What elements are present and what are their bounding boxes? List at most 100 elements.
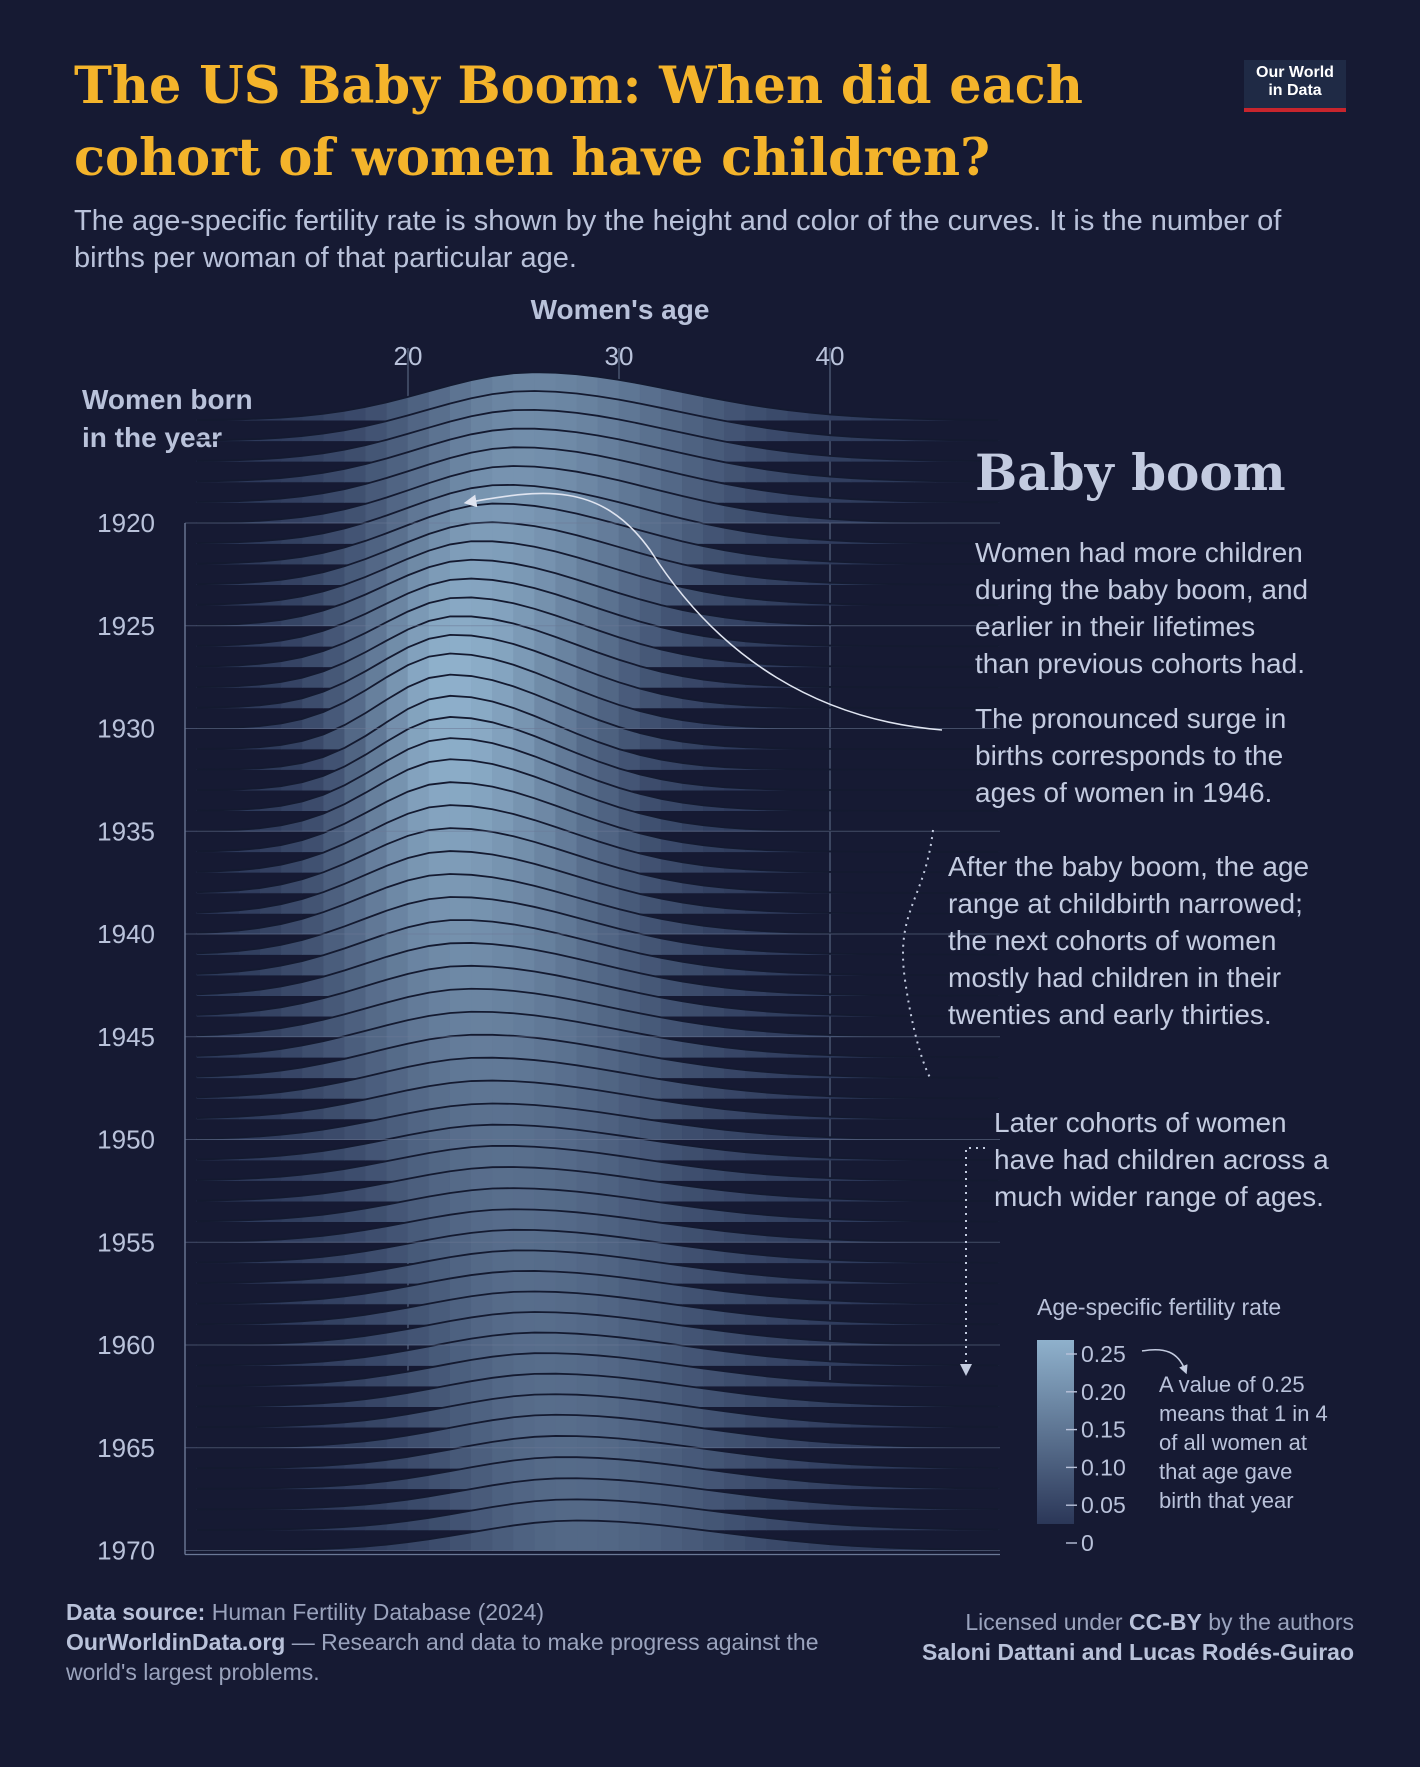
legend-note: A value of 0.25 means that 1 in 4 of all w… [1159,1372,1328,1513]
legend-note-arrow [1141,1349,1188,1375]
ridge-outline [196,716,999,792]
baby-boom-arrow [463,492,943,731]
x-axis-ticks: 20 30 40 [394,341,845,371]
legend-note-line: birth that year [1159,1488,1294,1513]
annotation-line: births corresponds to the [975,740,1283,771]
legend-tick-label: 0.05 [1081,1492,1126,1518]
ridge-outline [196,827,999,894]
legend-title: Age-specific fertility rate [1037,1294,1281,1320]
y-axis: 1920 1925 1930 1935 1940 1945 1950 1955 1960 1965… [97,508,1000,1566]
logo-line-2: in Data [1268,82,1322,99]
ridge-outline [196,577,999,648]
chart-title: The US Baby Boom: When did each cohort o… [74,56,1083,188]
owid-logo[interactable]: Our World in Data [1244,60,1346,112]
ridges [196,371,1000,1552]
ridge-outline [196,919,999,976]
annotation-line: much wider range of ages. [994,1181,1324,1212]
ridge-outline [196,615,999,689]
ridge-outline [196,1413,999,1449]
ridge-outline [196,850,999,915]
y-tick-label: 1945 [97,1022,155,1052]
ridge-fill-segment [681,1506,704,1531]
annotation-line: Women had more children [975,537,1303,568]
y-tick-label: 1960 [97,1330,155,1360]
annotation-line: The pronounced surge in [975,703,1286,734]
ridge-outline [196,1311,999,1346]
ridge-outline [196,1079,999,1120]
ridgeline-chart: Women's age Women born in the year 20 30 4… [82,294,1329,1566]
y-tick-label: 1935 [97,816,155,846]
cohort-ridge [196,1498,1000,1531]
annotation-line: the next cohorts of women [948,925,1276,956]
license-pre: Licensed under [965,1609,1129,1635]
footer-source: Data source: Human Fertility Database (2… [66,1597,866,1687]
ridge-outline [196,1519,999,1552]
ridge-outline [196,1352,999,1387]
ridge-outline [196,964,999,1018]
ridge-outline [196,1102,999,1141]
ridge-outline [196,1187,999,1223]
legend-note-line: of all women at [1159,1430,1307,1455]
source-text: Human Fertility Database (2024) [211,1599,545,1625]
ridge-outline [196,896,999,956]
x-tick-label: 20 [394,341,423,371]
ridge-outline [196,1331,999,1367]
site-link[interactable]: OurWorldinData.org [66,1629,286,1655]
annotation-line: have had children across a [994,1144,1329,1175]
legend-note-line: means that 1 in 4 [1159,1401,1328,1426]
y-tick-label: 1930 [97,714,155,744]
ridge-fill-segment [513,1522,535,1551]
logo-line-1: Our World [1256,64,1334,81]
ridge-outline [196,502,999,565]
annotation-para-2: The pronounced surge in births correspond… [975,703,1286,808]
ridge-fill-segment [681,1465,704,1490]
ridge-outline [196,465,999,524]
y-tick-label: 1965 [97,1433,155,1463]
cohort-ridge [196,1456,1000,1490]
y-tick-label: 1970 [97,1536,155,1566]
baby-boom-heading: Baby boom [975,443,1286,502]
ridge-fill-segment [681,1445,704,1469]
ridge-fill-segment [492,1525,514,1551]
ridge-fill-segment [681,1486,704,1510]
legend-note-line: A value of 0.25 [1159,1372,1305,1397]
ridge-outline [196,1372,999,1408]
ridge-outline [196,1228,999,1264]
ridge-outline [196,408,999,463]
license-link[interactable]: CC-BY [1129,1609,1202,1635]
annotation-line: range at childbirth narrowed; [948,888,1303,919]
ridge-outline [196,446,999,504]
footer-license: Licensed under CC-BY by the authors Salo… [894,1607,1354,1667]
legend-note-line: that age gave [1159,1459,1292,1484]
legend-colorbar [1037,1340,1074,1524]
annotation-line: ages of women in 1946. [975,777,1272,808]
legend-tick-label: 0.20 [1081,1379,1126,1405]
ridge-outline [196,804,999,874]
annotation-para-4: Later cohorts of women have had children … [994,1107,1329,1212]
ridge-outline [196,427,999,483]
annotation-line: mostly had children in their [948,962,1281,993]
ridge-fill-segment [302,711,324,729]
legend-tick-label: 0.15 [1081,1417,1126,1443]
annotation-line: earlier in their lifetimes [975,611,1255,642]
ridge-outline [196,1435,999,1470]
annotation-line: twenties and early thirties. [948,999,1272,1030]
legend-tick-label: 0 [1081,1530,1094,1556]
ridge-fill-segment [555,1520,578,1551]
ridge-outline [196,1249,999,1285]
x-tick-label: 40 [816,341,845,371]
y-axis-title-line-1: Women born [82,384,253,415]
y-tick-label: 1950 [97,1125,155,1155]
y-tick-label: 1955 [97,1227,155,1257]
ridge-outline [196,521,999,586]
ridge-outline [196,1166,999,1202]
ridge-outline [196,1393,999,1428]
ridge-outline [196,1033,999,1079]
ridge-outline [196,781,999,853]
ridge-outline [196,1270,999,1305]
y-tick-label: 1920 [97,508,155,538]
license-mid: by the authors [1201,1609,1354,1635]
ridge-outline [196,596,999,668]
ridge-fill-segment [302,756,324,770]
authors: Saloni Dattani and Lucas Rodés-Guirao [922,1639,1354,1665]
